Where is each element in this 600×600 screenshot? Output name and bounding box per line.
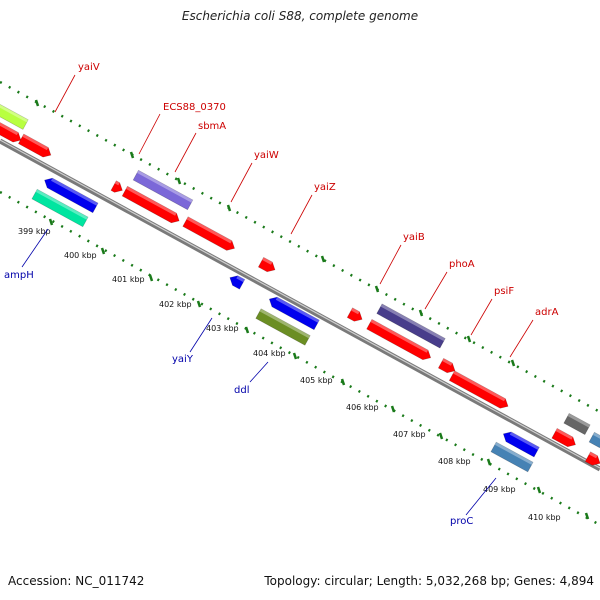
gene-leader-line [470, 298, 493, 336]
gene-label-forward: sbmA [198, 121, 226, 132]
gene-leader-line [54, 74, 76, 113]
gene-feature [346, 307, 363, 322]
scale-label: 406 kbp [346, 403, 379, 412]
major-tick [584, 512, 590, 520]
gene-label-reverse: ddl [234, 385, 249, 396]
major-tick [374, 285, 380, 293]
gene-leader-line [509, 319, 534, 358]
scale-label: 404 kbp [253, 349, 286, 358]
gene-feature [31, 188, 89, 228]
major-tick [536, 486, 542, 494]
scale-label: 405 kbp [300, 376, 333, 385]
major-tick [226, 204, 232, 212]
gene-leader-line [230, 162, 253, 203]
gene-label-forward: adrA [535, 307, 559, 318]
gene-features [0, 100, 600, 473]
major-tick [418, 309, 424, 317]
gene-feature [229, 275, 246, 290]
gene-leader-line [21, 228, 49, 268]
gene-feature [490, 441, 534, 473]
gene-label-forward: ECS88_0370 [163, 102, 226, 113]
gene-label-reverse: ampH [4, 270, 34, 281]
major-tick [100, 247, 106, 255]
gene-leader-line [290, 194, 313, 235]
gene-leader-line [424, 271, 448, 310]
outer-tick-track [0, 80, 600, 414]
gene-label-forward: phoA [449, 259, 475, 270]
major-ticks [34, 99, 590, 520]
major-tick [390, 405, 396, 413]
major-tick [48, 218, 54, 226]
gene-feature [0, 118, 22, 143]
gene-feature [437, 357, 456, 374]
scale-label: 408 kbp [438, 457, 471, 466]
gene-label-forward: yaiW [254, 150, 279, 161]
gene-feature [584, 451, 600, 466]
gene-feature [563, 413, 591, 435]
major-tick [438, 432, 444, 440]
scale-label: 403 kbp [206, 324, 239, 333]
scale-label: 409 kbp [483, 485, 516, 494]
scale-label: 410 kbp [528, 513, 561, 522]
gene-feature [182, 216, 235, 251]
gene-labels: yaiV ECS88_0370 sbmA yaiW yaiZ yaiB phoA psiF ad… [4, 62, 559, 527]
major-tick [244, 326, 250, 334]
gene-leader-line [465, 477, 497, 516]
genome-backbone [0, 138, 600, 472]
gene-feature [18, 133, 52, 158]
scale-label: 407 kbp [393, 430, 426, 439]
gene-label-reverse: proC [450, 516, 473, 527]
gene-label-forward: yaiV [78, 62, 100, 73]
gene-label-forward: yaiB [403, 232, 425, 243]
genome-summary: Topology: circular; Length: 5,032,268 bp… [264, 574, 594, 588]
major-tick [148, 274, 154, 282]
scale-label: 400 kbp [64, 251, 97, 260]
major-tick [510, 359, 516, 367]
gene-feature [268, 296, 320, 331]
major-tick [466, 335, 472, 343]
gene-leader-line [379, 244, 402, 285]
scale-labels: 399 kbp 400 kbp 401 kbp 402 kbp 403 kbp 404 k… [18, 227, 561, 522]
gene-feature [376, 303, 446, 349]
gene-feature [110, 180, 123, 193]
major-tick [196, 300, 202, 308]
scale-label: 399 kbp [18, 227, 51, 236]
major-tick [320, 255, 326, 263]
gene-leader-line [174, 132, 197, 173]
gene-feature [132, 169, 194, 211]
gene-feature [588, 431, 600, 449]
scale-label: 402 kbp [159, 300, 192, 309]
gene-label-forward: psiF [494, 286, 514, 297]
genome-backbone-highlight [0, 139, 600, 469]
gene-feature [366, 318, 432, 361]
gene-leader-line [249, 361, 269, 383]
gene-feature [0, 100, 29, 130]
accession-text: Accession: NC_011742 [8, 574, 145, 588]
major-tick [340, 378, 346, 386]
major-tick [129, 151, 135, 159]
major-tick [292, 352, 298, 360]
gene-feature [44, 177, 99, 214]
scale-label: 401 kbp [112, 275, 145, 284]
gene-feature [502, 431, 540, 458]
gene-feature [121, 185, 180, 224]
gene-leader-line [189, 317, 213, 353]
map-title: Escherichia coli S88, complete genome [181, 9, 419, 23]
major-tick [486, 458, 492, 466]
gene-feature [255, 308, 311, 346]
gene-feature [257, 256, 276, 273]
gene-label-forward: yaiZ [314, 182, 336, 193]
gene-label-reverse: yaiY [172, 354, 194, 365]
gene-leader-line [138, 113, 161, 155]
gene-feature [448, 370, 509, 409]
gene-feature [551, 428, 576, 448]
major-tick [176, 177, 182, 185]
inner-tick-track [0, 190, 600, 527]
major-tick [34, 99, 40, 107]
